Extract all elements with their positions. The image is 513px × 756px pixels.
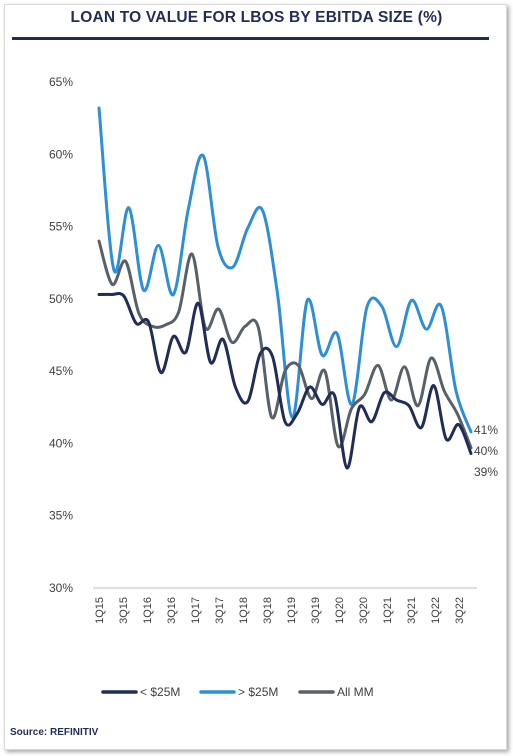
end-value-label: 39%: [474, 465, 498, 479]
x-axis: 1Q15 3Q15 1Q16 3Q16 1Q17 3Q17 1Q18 3Q18 1Q19 3Q19…: [93, 587, 477, 624]
y-tick-label: 40%: [49, 436, 73, 450]
x-tick-label: 3Q20: [358, 597, 370, 624]
x-tick-label: 3Q22: [454, 597, 466, 624]
series-layer: [97, 106, 473, 470]
x-tick-label: 3Q17: [214, 597, 226, 624]
series-line-1: [97, 106, 473, 434]
x-tick-label: 3Q19: [310, 597, 322, 624]
x-tick-label: 3Q21: [406, 597, 418, 624]
x-tick-label: 1Q15: [94, 597, 106, 624]
y-tick-label: 50%: [49, 292, 73, 306]
y-tick-label: 65%: [49, 75, 73, 89]
x-tick-label: 1Q16: [142, 597, 154, 624]
x-tick-label: 1Q20: [334, 597, 346, 624]
legend-label: All MM: [337, 685, 374, 699]
y-axis: 30% 35% 40% 45% 50% 55% 60% 65%: [49, 75, 73, 595]
legend-label: < $25M: [140, 685, 180, 699]
x-tick-label: 3Q18: [262, 597, 274, 624]
y-tick-label: 35%: [49, 509, 73, 523]
series-line-0: [97, 291, 473, 470]
end-value-label: 41%: [474, 423, 498, 437]
end-value-label: 40%: [474, 444, 498, 458]
y-tick-label: 45%: [49, 364, 73, 378]
x-tick-label: 1Q21: [382, 597, 394, 624]
series-line-2: [97, 239, 473, 450]
title-rule: [12, 37, 489, 40]
y-tick-label: 55%: [49, 220, 73, 234]
x-tick-label: 1Q18: [238, 597, 250, 624]
x-tick-label: 1Q22: [430, 597, 442, 624]
x-tick-label: 3Q15: [118, 597, 130, 624]
legend: < $25M > $25M All MM: [101, 685, 374, 699]
y-tick-label: 30%: [49, 581, 73, 595]
end-labels: 41% 40% 39%: [474, 423, 498, 479]
source-note: Source: REFINITIV: [10, 727, 99, 738]
x-tick-label: 1Q17: [190, 597, 202, 624]
x-tick-label: 3Q16: [166, 597, 178, 624]
x-tick-label: 1Q19: [286, 597, 298, 624]
chart-title: LOAN TO VALUE FOR LBOS BY EBITDA SIZE (%…: [70, 9, 443, 26]
y-tick-label: 60%: [49, 147, 73, 161]
legend-label: > $25M: [238, 685, 278, 699]
